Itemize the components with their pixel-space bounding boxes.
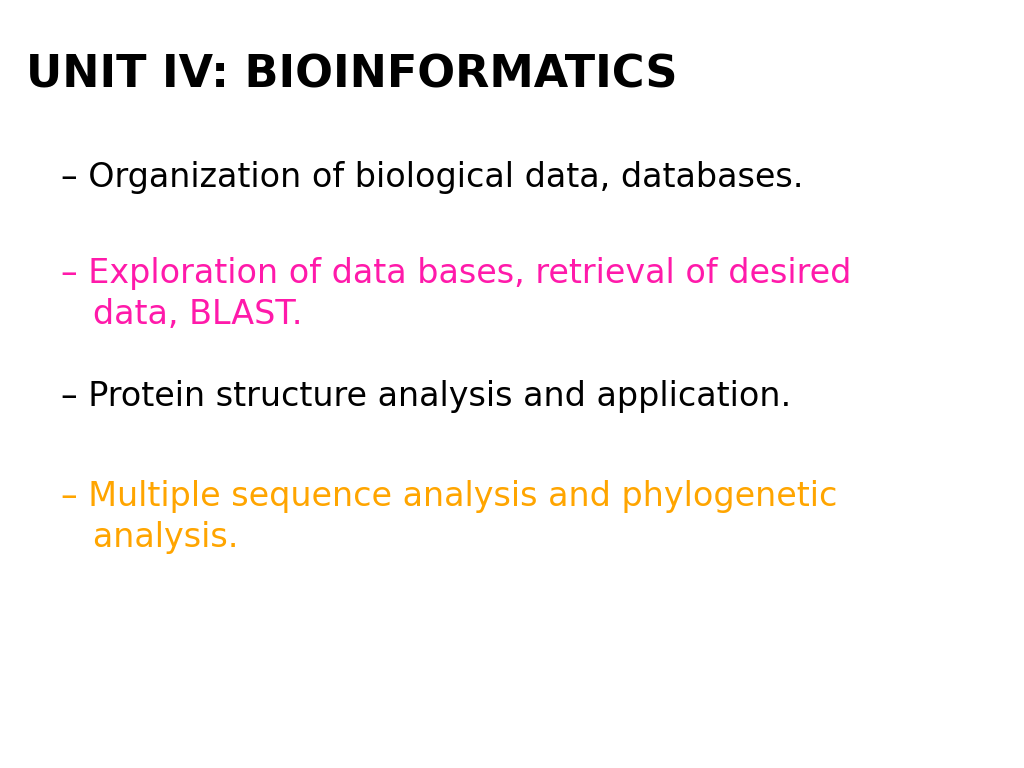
Text: – Organization of biological data, databases.: – Organization of biological data, datab… <box>61 161 804 194</box>
Text: UNIT IV: BIOINFORMATICS: UNIT IV: BIOINFORMATICS <box>26 54 677 97</box>
Text: – Protein structure analysis and application.: – Protein structure analysis and applica… <box>61 380 792 413</box>
Text: – Multiple sequence analysis and phylogenetic
   analysis.: – Multiple sequence analysis and phyloge… <box>61 480 838 554</box>
Text: – Exploration of data bases, retrieval of desired
   data, BLAST.: – Exploration of data bases, retrieval o… <box>61 257 852 331</box>
